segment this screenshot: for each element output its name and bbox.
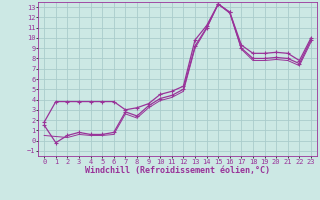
X-axis label: Windchill (Refroidissement éolien,°C): Windchill (Refroidissement éolien,°C) [85,166,270,175]
